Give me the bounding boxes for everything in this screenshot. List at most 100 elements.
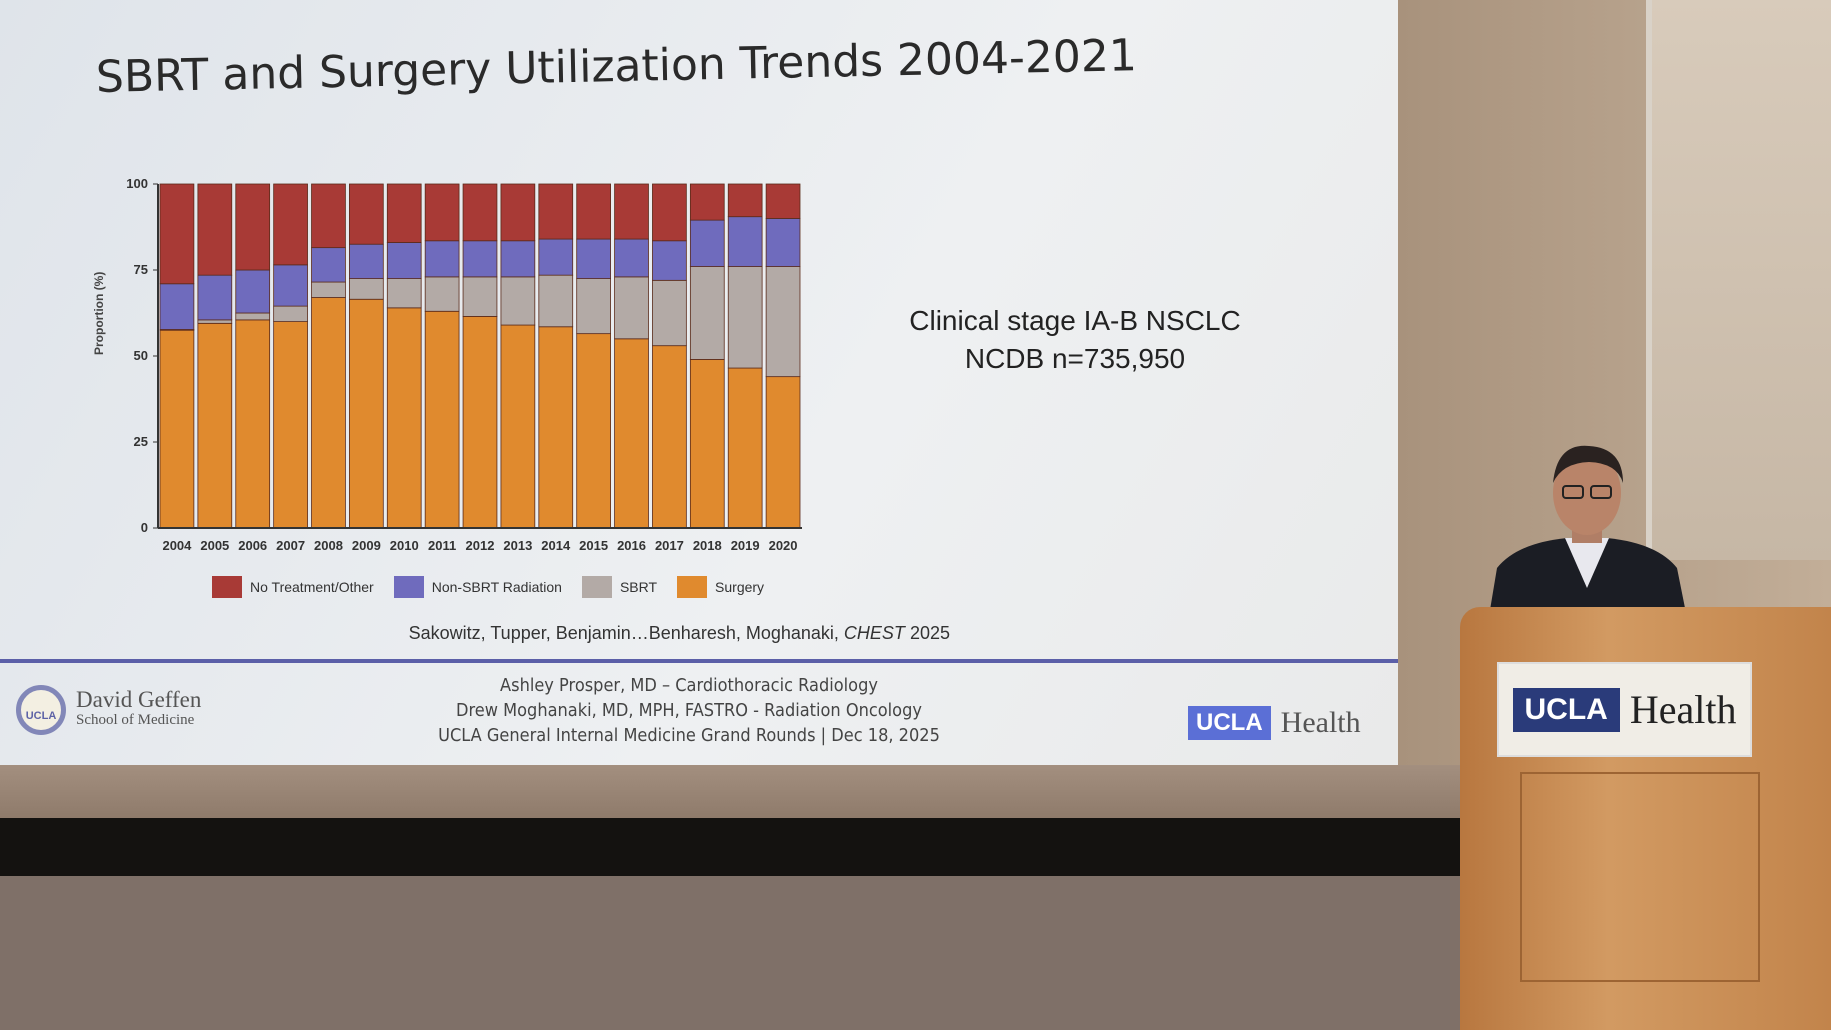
- bar-segment-surgery: [273, 321, 308, 529]
- bar-segment-non-sbrt-radiation: [386, 242, 422, 280]
- podium-ucla: UCLA: [1512, 687, 1620, 732]
- geffen-logo: UCLA David Geffen School of Medicine: [16, 685, 201, 735]
- legend-swatch: [581, 576, 612, 598]
- bar-segment-non-sbrt-radiation: [349, 243, 384, 279]
- bar-segment-non-sbrt-radiation: [614, 238, 649, 278]
- speaker: [1487, 445, 1689, 628]
- y-tick-label: 100: [126, 176, 148, 191]
- bar-segment-no-treatment-other: [727, 183, 763, 218]
- bar-segment-non-sbrt-radiation: [311, 247, 346, 283]
- footer-line: Ashley Prosper, MD – Cardiothoracic Radi…: [500, 675, 878, 696]
- bar-segment-no-treatment-other: [500, 183, 536, 242]
- ucla-logo-box: UCLA: [1188, 706, 1271, 740]
- bar-segment-surgery: [727, 367, 763, 529]
- bar-segment-no-treatment-other: [197, 183, 233, 276]
- bar-segment-non-sbrt-radiation: [424, 240, 460, 278]
- footer-divider: [0, 659, 1398, 663]
- bar-segment-surgery: [765, 376, 801, 529]
- bar-segment-sbrt: [500, 276, 536, 326]
- x-tick-label: 2010: [390, 538, 419, 553]
- y-tick-label: 25: [134, 434, 148, 449]
- chart-legend: No Treatment/Other Non-SBRT Radiation SBRT…: [212, 576, 764, 598]
- clinical-stage: Clinical stage IA-B NSCLC: [909, 305, 1241, 336]
- legend-label: No Treatment/Other: [250, 579, 374, 595]
- podium-sign: UCLA Health: [1497, 662, 1752, 757]
- citation-journal: CHEST: [843, 623, 905, 643]
- bar-segment-no-treatment-other: [235, 183, 271, 271]
- presentation-slide: SBRT and Surgery Utilization Trends 2004…: [0, 0, 1398, 765]
- citation-authors: Sakowitz, Tupper, Benjamin…Benharesh, Mo…: [408, 623, 839, 643]
- geffen-sub: School of Medicine: [76, 712, 195, 728]
- legend-item: Surgery: [677, 576, 764, 598]
- clinical-caption: Clinical stage IA-B NSCLC NCDB n=735,950: [870, 302, 1280, 378]
- bar-segment-no-treatment-other: [765, 183, 801, 219]
- x-tick-label: 2007: [276, 538, 305, 553]
- x-tick-label: 2016: [617, 538, 646, 553]
- x-tick-label: 2012: [466, 538, 495, 553]
- legend-swatch: [393, 576, 424, 598]
- bar-segment-sbrt: [462, 276, 498, 317]
- lower-wall: [0, 876, 1460, 1030]
- bar-segment-non-sbrt-radiation: [727, 216, 763, 267]
- citation: Sakowitz, Tupper, Benjamin…Benharesh, Mo…: [409, 623, 950, 644]
- legend-label: Non-SBRT Radiation: [431, 579, 562, 595]
- bar-segment-sbrt: [349, 278, 384, 300]
- bar-segment-non-sbrt-radiation: [765, 218, 801, 267]
- bar-segment-surgery: [311, 297, 346, 529]
- bar-segment-sbrt: [424, 276, 460, 312]
- ucla-seal-icon: UCLA: [16, 685, 66, 735]
- bar-segment-non-sbrt-radiation: [235, 269, 271, 314]
- bar-segment-surgery: [349, 298, 384, 529]
- bar-segment-non-sbrt-radiation: [462, 240, 498, 278]
- legend-item: SBRT: [581, 576, 658, 598]
- bar-segment-surgery: [538, 326, 574, 529]
- bar-segment-surgery: [424, 310, 460, 529]
- bar-segment-no-treatment-other: [311, 183, 346, 249]
- bar-segment-non-sbrt-radiation: [538, 238, 574, 276]
- bar-segment-no-treatment-other: [652, 183, 687, 242]
- x-tick-label: 2013: [503, 538, 532, 553]
- footer-line: Drew Moghanaki, MD, MPH, FASTRO - Radiat…: [456, 700, 922, 721]
- geffen-name: David Geffen: [76, 687, 202, 712]
- x-tick-label: 2020: [769, 538, 798, 553]
- bar-segment-sbrt: [614, 276, 649, 340]
- screen-edge: [0, 765, 1460, 820]
- legend-item: Non-SBRT Radiation: [393, 576, 562, 598]
- legend-label: SBRT: [619, 579, 658, 595]
- bar-segment-no-treatment-other: [349, 183, 384, 245]
- x-tick-label: 2008: [314, 538, 343, 553]
- x-tick-label: 2009: [352, 538, 381, 553]
- cohort-size: NCDB n=735,950: [964, 343, 1186, 374]
- bar-segment-non-sbrt-radiation: [576, 238, 611, 280]
- x-tick-label: 2004: [162, 538, 192, 553]
- bar-segment-no-treatment-other: [462, 183, 498, 242]
- x-tick-label: 2005: [200, 538, 229, 553]
- bar-segment-non-sbrt-radiation: [273, 264, 308, 307]
- slide-title: SBRT and Surgery Utilization Trends 2004…: [95, 30, 1138, 103]
- bar-segment-surgery: [500, 324, 536, 529]
- bar-segment-non-sbrt-radiation: [652, 240, 687, 281]
- x-tick-label: 2011: [428, 538, 456, 553]
- bar-segment-non-sbrt-radiation: [197, 274, 233, 321]
- x-tick-label: 2018: [693, 538, 722, 553]
- bar-segment-surgery: [576, 333, 611, 529]
- x-tick-label: 2014: [541, 538, 571, 553]
- podium-health: Health: [1629, 687, 1737, 732]
- y-tick-label: 0: [141, 520, 148, 535]
- bar-segment-no-treatment-other: [159, 183, 195, 285]
- legend-swatch: [212, 576, 242, 598]
- bar-segment-no-treatment-other: [538, 183, 574, 240]
- bar-segment-sbrt: [197, 319, 233, 324]
- citation-year: 2025: [909, 623, 950, 643]
- bar-segment-sbrt: [273, 305, 308, 322]
- bar-segment-sbrt: [576, 278, 611, 335]
- wall-panel: [1646, 0, 1831, 560]
- bar-segment-no-treatment-other: [614, 183, 649, 240]
- footer-line: UCLA General Internal Medicine Grand Rou…: [438, 725, 940, 746]
- y-tick-label: 50: [134, 348, 148, 363]
- bar-segment-non-sbrt-radiation: [500, 240, 536, 278]
- bar-segment-sbrt: [311, 281, 346, 298]
- bar-segment-surgery: [614, 338, 649, 529]
- bar-segment-surgery: [197, 322, 233, 529]
- bar-segment-sbrt: [689, 266, 725, 360]
